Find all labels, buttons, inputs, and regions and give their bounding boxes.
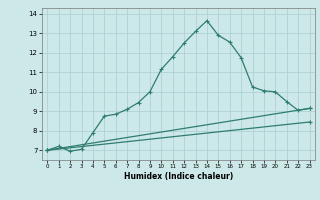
X-axis label: Humidex (Indice chaleur): Humidex (Indice chaleur): [124, 172, 233, 181]
